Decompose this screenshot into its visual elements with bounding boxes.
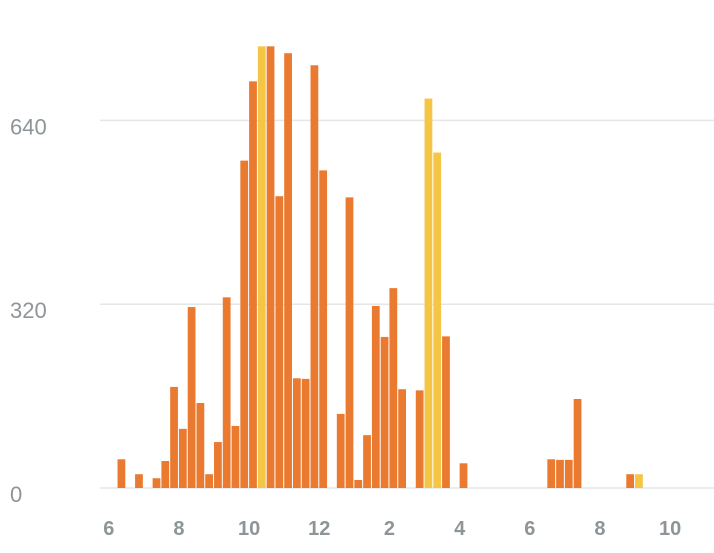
x-tick-label: 2 xyxy=(384,518,395,540)
bar xyxy=(389,288,398,488)
bar xyxy=(319,170,328,488)
x-tick-label: 8 xyxy=(594,518,605,540)
bar xyxy=(363,435,371,488)
bar xyxy=(635,474,643,488)
bar xyxy=(205,474,214,488)
bar xyxy=(275,196,284,488)
bar xyxy=(354,479,363,488)
bar xyxy=(433,152,442,489)
bar xyxy=(380,336,389,488)
bar xyxy=(442,336,450,488)
bar xyxy=(135,474,143,488)
bar xyxy=(152,478,161,488)
bar xyxy=(424,98,433,488)
bar xyxy=(556,459,564,488)
bar xyxy=(284,53,292,488)
bar xyxy=(459,463,468,488)
bar xyxy=(547,459,556,488)
bar xyxy=(214,442,222,488)
bar xyxy=(573,398,582,488)
bar xyxy=(240,160,249,488)
x-tick-label: 8 xyxy=(173,518,184,540)
bar xyxy=(178,428,187,488)
bar xyxy=(170,386,178,488)
bar xyxy=(345,197,354,488)
bar xyxy=(161,461,170,488)
bar xyxy=(292,378,301,488)
bar xyxy=(266,46,275,489)
bar xyxy=(222,297,231,488)
bar xyxy=(187,307,196,488)
bar xyxy=(415,390,424,488)
bar xyxy=(196,402,205,488)
bar xyxy=(310,65,319,489)
x-tick-label: 12 xyxy=(308,518,330,540)
bar xyxy=(626,474,635,488)
bar xyxy=(336,413,345,488)
y-tick-label: 640 xyxy=(10,114,47,139)
y-tick-label: 0 xyxy=(10,482,22,507)
bar xyxy=(257,46,266,489)
x-tick-label: 6 xyxy=(103,518,114,540)
x-tick-label: 4 xyxy=(454,518,466,540)
x-tick-label: 10 xyxy=(659,518,681,540)
x-tick-label: 10 xyxy=(238,518,260,540)
bar xyxy=(371,305,380,488)
bar xyxy=(117,459,126,488)
x-tick-label: 6 xyxy=(524,518,535,540)
bar xyxy=(249,81,257,488)
y-tick-label: 320 xyxy=(10,298,47,323)
bar xyxy=(231,425,240,488)
bar xyxy=(398,389,406,488)
bar xyxy=(564,459,573,488)
bar xyxy=(301,378,310,488)
